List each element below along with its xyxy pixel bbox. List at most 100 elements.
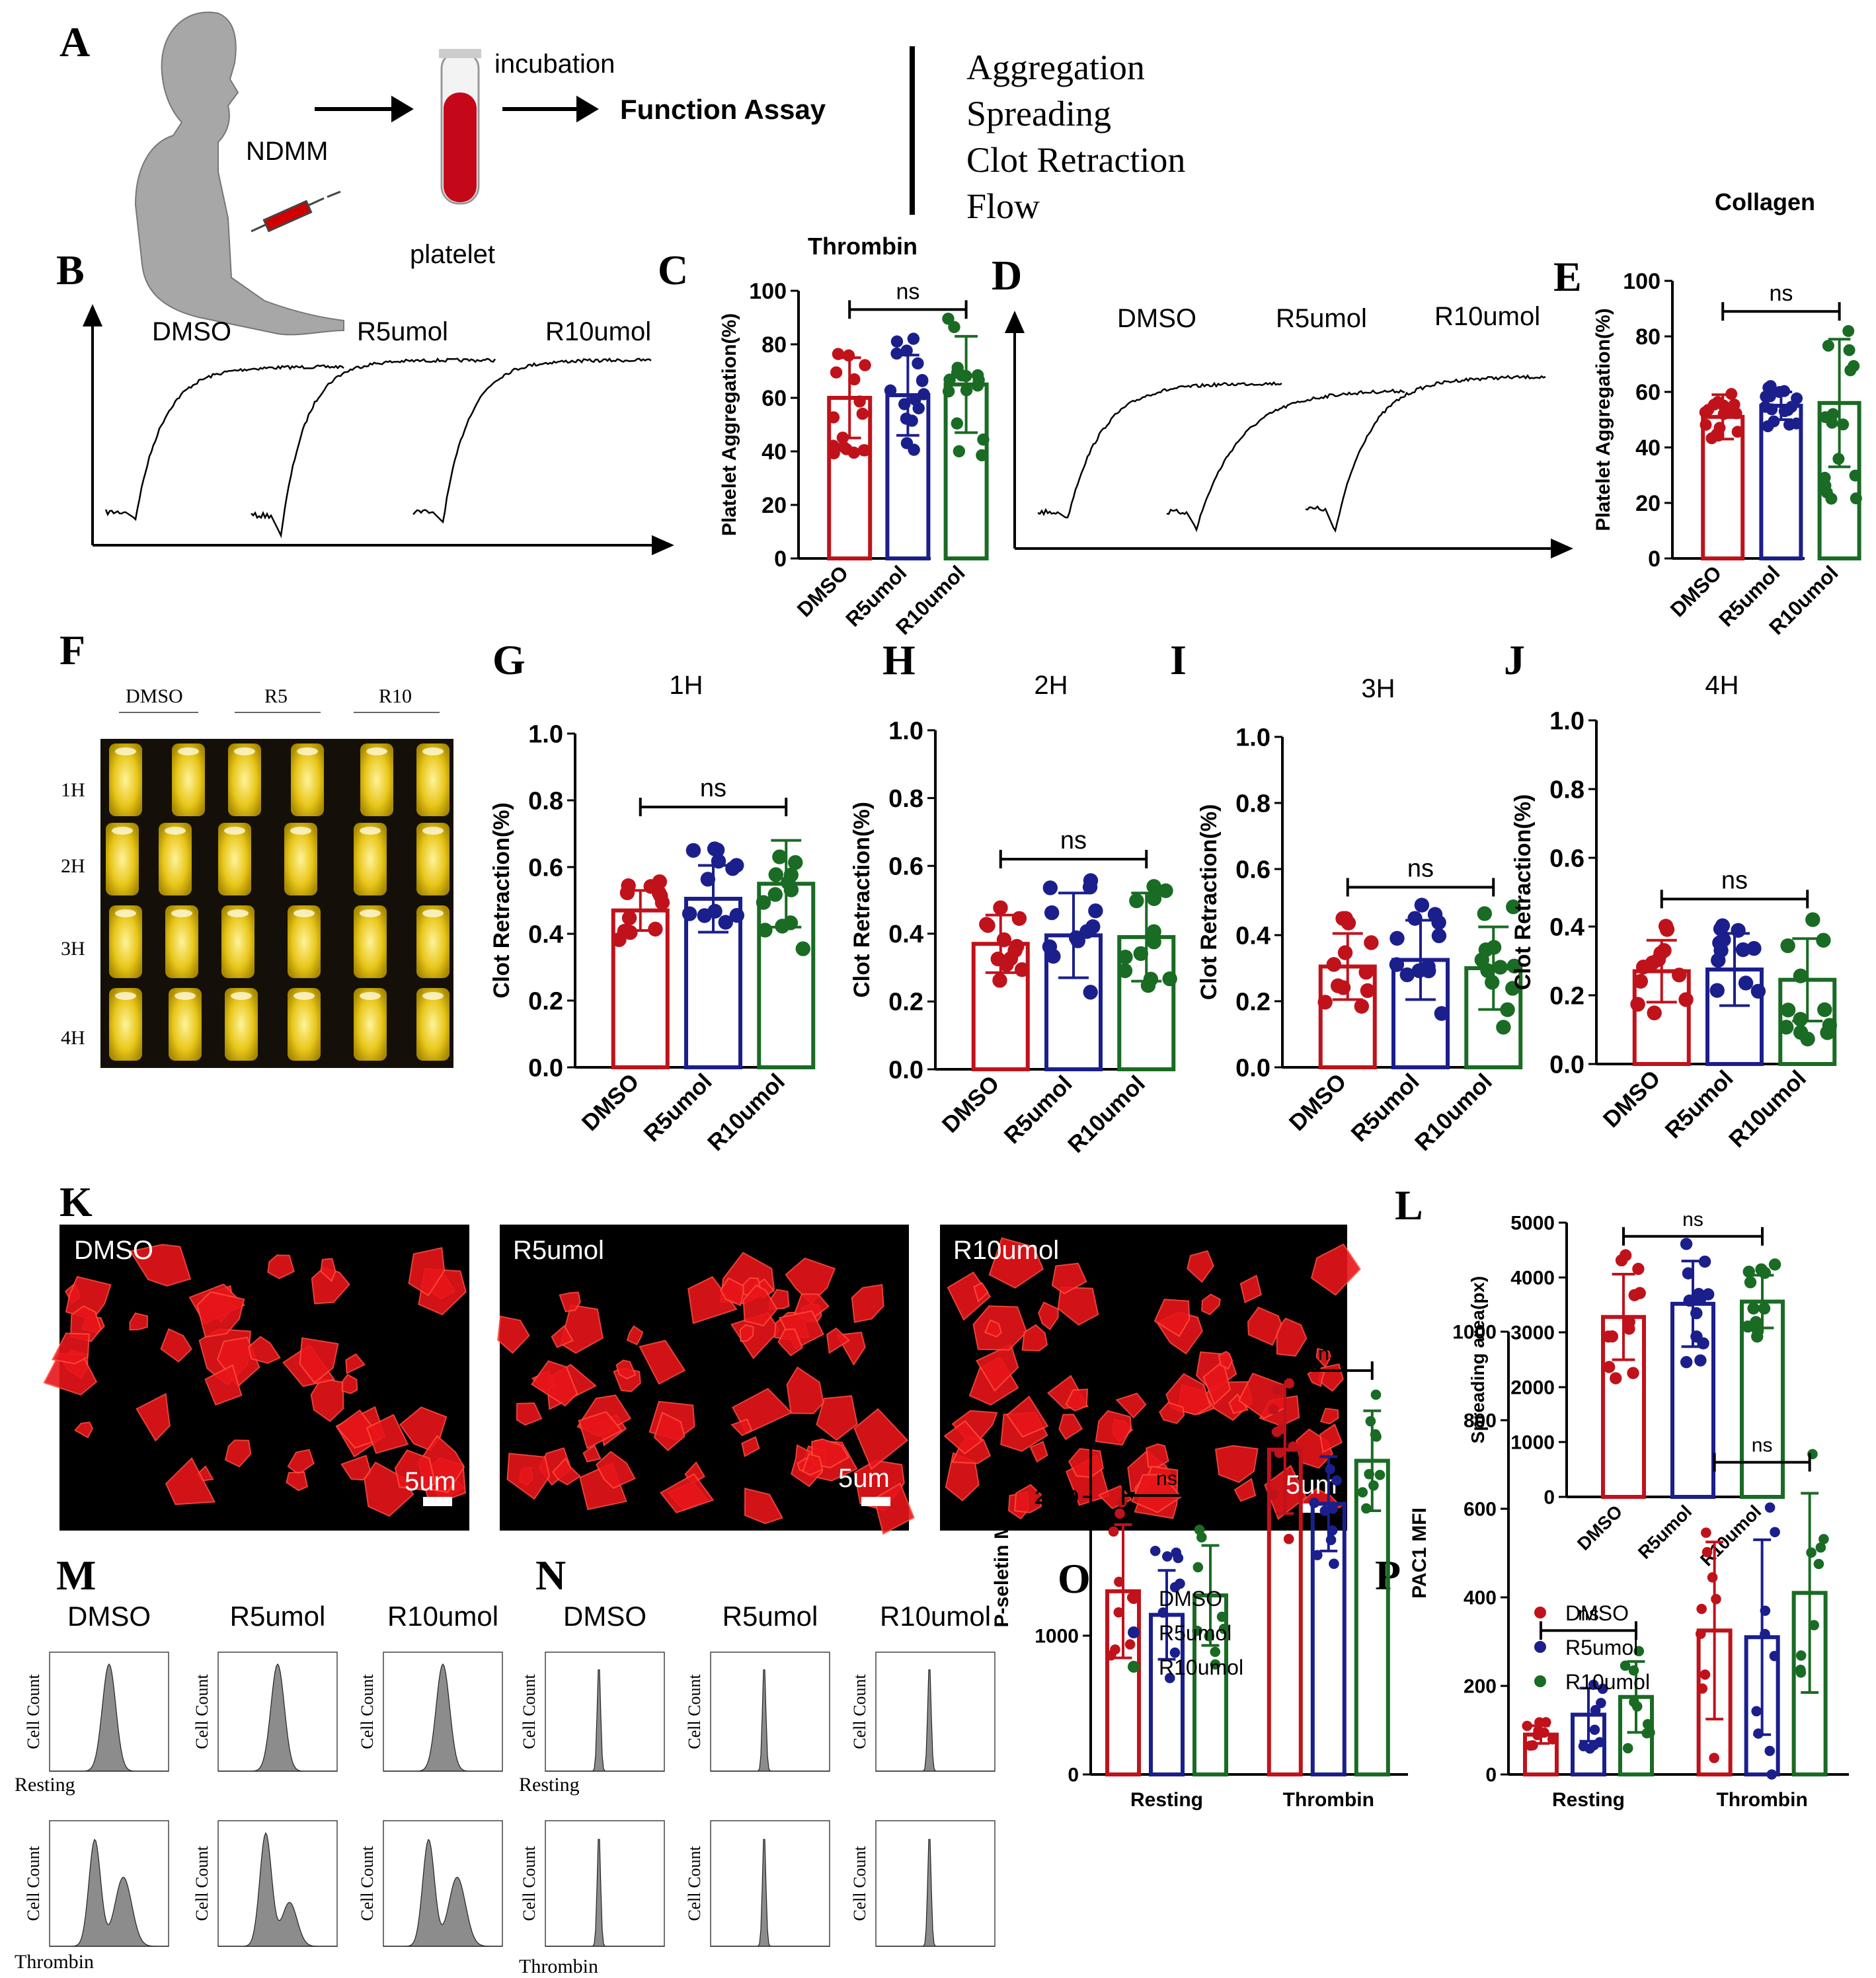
flow-n-title: DMSO xyxy=(563,1601,646,1632)
data-point xyxy=(980,918,996,933)
data-point xyxy=(1813,1558,1824,1570)
y-tick-label: 3000 xyxy=(1510,1322,1555,1344)
sig-label: ns xyxy=(1752,1435,1773,1457)
data-point xyxy=(1414,897,1430,913)
y-tick-label: 0.4 xyxy=(1235,922,1270,950)
data-point xyxy=(1633,1287,1646,1299)
data-point xyxy=(1317,995,1333,1010)
clot-tube-photo xyxy=(100,739,453,1068)
data-point xyxy=(1506,958,1522,973)
group-label: Thrombin xyxy=(1716,1789,1807,1811)
tube-col-label-2: R10 xyxy=(379,685,412,707)
histogram-ylabel: Cell Count xyxy=(24,1846,43,1921)
micrograph-label-0: DMSO xyxy=(74,1236,153,1265)
data-point xyxy=(725,861,740,876)
panel-letter-h: H xyxy=(882,636,916,683)
data-point xyxy=(1806,1547,1817,1558)
chart-title: 4H xyxy=(1705,671,1739,700)
chart-j: 0.0 0.2 0.4 0.6 0.8 1.0 Clot Retraction(%) 4H DM… xyxy=(1510,671,1838,1153)
y-axis-label: PAC1 MFI xyxy=(1409,1507,1430,1599)
platelet-cell xyxy=(531,1360,578,1407)
data-point xyxy=(900,344,913,357)
data-point xyxy=(1642,1719,1653,1730)
platelet-cell xyxy=(615,1359,637,1380)
panel-letter-b: B xyxy=(56,247,85,293)
platelet-cell xyxy=(578,1411,623,1450)
data-point xyxy=(1204,1630,1214,1642)
platelet-cell xyxy=(506,1453,551,1500)
platelet-cell xyxy=(267,1254,295,1279)
platelet-cell xyxy=(639,1340,686,1385)
platelet-cell xyxy=(1247,1307,1282,1346)
data-point xyxy=(1700,418,1712,431)
data-point xyxy=(1014,962,1030,977)
tube-col-label-1: R5 xyxy=(264,685,288,707)
data-point xyxy=(1505,981,1520,996)
data-point xyxy=(1780,938,1795,954)
y-tick-label: 2000 xyxy=(1510,1377,1555,1399)
histogram-frame xyxy=(545,1652,665,1772)
data-point xyxy=(1434,1006,1450,1021)
data-point xyxy=(1680,1238,1693,1250)
x-tick-label: DMSO xyxy=(1284,1069,1352,1136)
data-point xyxy=(1793,1024,1809,1040)
data-point xyxy=(1760,1605,1771,1617)
data-point xyxy=(1630,997,1645,1012)
data-point xyxy=(890,347,903,360)
data-point xyxy=(1780,1003,1796,1018)
histogram-ylabel: Cell Count xyxy=(520,1674,539,1749)
data-point xyxy=(1795,1650,1807,1661)
platelet-cell xyxy=(286,1471,309,1492)
legend-label: R10umol xyxy=(1565,1670,1650,1694)
data-point xyxy=(1707,399,1720,411)
platelet-cell xyxy=(826,1327,850,1354)
panel-letter-d: D xyxy=(992,252,1022,299)
histogram-ylabel: Cell Count xyxy=(192,1674,212,1749)
resting-label: Resting xyxy=(15,1774,75,1796)
data-point xyxy=(1769,1651,1780,1661)
data-point xyxy=(1645,955,1661,971)
platelet-cell xyxy=(1146,1443,1169,1468)
panel-d: DMSO R5umol R10umol xyxy=(1004,302,1573,559)
platelet-cell xyxy=(653,1412,685,1452)
platelet-cell xyxy=(739,1324,754,1342)
data-point xyxy=(1118,949,1133,965)
data-point xyxy=(654,895,670,910)
data-point xyxy=(1276,1424,1287,1435)
data-point xyxy=(1791,392,1803,404)
y-tick-label: 0.6 xyxy=(528,854,563,882)
data-point xyxy=(1844,364,1857,377)
data-point xyxy=(1678,992,1694,1007)
micrograph-label-2: R10umol xyxy=(953,1236,1059,1265)
data-point xyxy=(942,385,955,398)
tube-highlight xyxy=(422,747,444,755)
data-point xyxy=(1169,1647,1181,1658)
thrombin-label: Thrombin xyxy=(15,1951,94,1973)
sig-label: ns xyxy=(700,775,726,802)
platelet-cell xyxy=(582,1445,602,1463)
data-point xyxy=(1547,1734,1558,1745)
data-point xyxy=(827,411,840,424)
y-tick-label: 4000 xyxy=(1510,1268,1555,1289)
data-point xyxy=(1701,1527,1711,1539)
chart-p: 0 200 400 600 800 1000 PAC1 MFI Resting ns Thromb… xyxy=(1409,1322,1849,1811)
platelet-cell xyxy=(720,1277,744,1307)
data-point xyxy=(1088,903,1103,919)
y-tick-label: 0.4 xyxy=(888,921,923,948)
y-tick-label: 80 xyxy=(762,332,787,358)
histogram-curve xyxy=(876,1839,995,1947)
clot-tube xyxy=(291,743,324,816)
data-point xyxy=(1421,959,1436,974)
data-point xyxy=(1832,453,1845,465)
data-point xyxy=(1162,971,1177,987)
legend-label: DMSO xyxy=(1159,1587,1222,1611)
histogram-ylabel: Cell Count xyxy=(520,1846,539,1921)
platelet-cell xyxy=(129,1312,149,1331)
trace-b-label-0: DMSO xyxy=(152,317,231,346)
data-point xyxy=(1717,408,1730,420)
clot-tube xyxy=(225,988,258,1061)
data-point xyxy=(1606,1330,1619,1343)
data-point xyxy=(1820,486,1833,499)
scale-bar xyxy=(861,1497,890,1506)
data-point xyxy=(768,867,783,882)
